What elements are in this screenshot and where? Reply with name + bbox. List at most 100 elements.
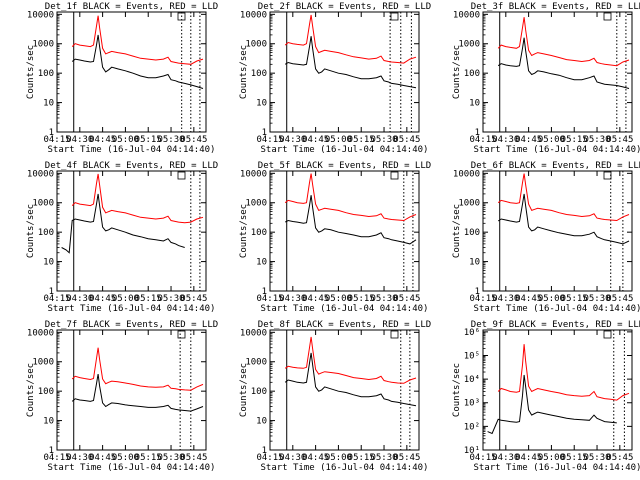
x-tick-label: 05:00 <box>112 453 139 463</box>
plot-frame <box>269 11 420 133</box>
x-tick-label: 05:00 <box>325 294 352 304</box>
marker-box <box>603 171 612 180</box>
marker-box <box>177 12 186 21</box>
panel-title: Det_4f BLACK = Events, RED = LLD <box>45 161 218 171</box>
y-tick-label: 10 <box>43 417 54 427</box>
y-tick-label: 100 <box>464 228 480 238</box>
marker-box <box>603 12 612 21</box>
x-tick-label: 04:45 <box>89 135 116 145</box>
series-events-line <box>284 352 417 407</box>
series-events-line <box>487 374 617 435</box>
y-tick-label: 10000 <box>240 169 267 179</box>
x-tick-label: 05:45 <box>393 294 420 304</box>
y-tick-label: 1000 <box>458 199 480 209</box>
x-tick-label: 04:45 <box>515 294 542 304</box>
panel-title: Det_1f BLACK = Events, RED = LLD <box>45 2 218 12</box>
series-events-line <box>71 374 204 412</box>
y-axis-label: Counts/sec <box>452 363 462 417</box>
y-tick-label: 1 <box>262 287 267 297</box>
y-tick-label: 100 <box>251 387 267 397</box>
panel-title: Det_7f BLACK = Events, RED = LLD <box>45 320 218 330</box>
x-tick-label: 04:15 <box>43 135 70 145</box>
x-tick-label: 04:15 <box>256 135 283 145</box>
x-tick-label: 04:30 <box>66 294 93 304</box>
panel-title: Det_3f BLACK = Events, RED = LLD <box>471 2 640 12</box>
y-tick-label: 10000 <box>27 10 54 20</box>
x-axis-label: Start Time (16-Jul-04 04:14:40) <box>48 145 216 155</box>
y-axis-label: Counts/sec <box>26 363 36 417</box>
y-tick-label: 1 <box>49 446 54 456</box>
x-tick-label: 05:45 <box>393 135 420 145</box>
panel-1: Det_1f BLACK = Events, RED = LLD 1 10 100 10… <box>26 2 218 155</box>
series-lld-line <box>71 347 204 391</box>
series-events-line <box>284 195 417 245</box>
y-axis-label: Counts/sec <box>239 204 249 258</box>
x-tick-label: 05:30 <box>370 453 397 463</box>
y-tick-label: 10000 <box>240 328 267 338</box>
x-tick-label: 05:30 <box>157 135 184 145</box>
marker-box <box>177 171 186 180</box>
x-axis-label: Start Time (16-Jul-04 04:14:40) <box>261 145 429 155</box>
x-tick-label: 04:45 <box>515 453 542 463</box>
x-tick-label: 04:45 <box>89 453 116 463</box>
series-events-line <box>497 193 630 245</box>
series-events-line <box>71 34 204 89</box>
x-tick-label: 05:45 <box>180 135 207 145</box>
y-tick-label: 10000 <box>240 10 267 20</box>
x-tick-label: 05:30 <box>157 294 184 304</box>
series-events-line <box>497 37 630 89</box>
y-tick-label: 10⁵ <box>464 351 480 361</box>
x-axis-label: Start Time (16-Jul-04 04:14:40) <box>48 463 216 473</box>
x-axis-label: Start Time (16-Jul-04 04:14:40) <box>474 304 640 314</box>
y-axis-label: Counts/sec <box>452 45 462 99</box>
x-tick-label: 04:30 <box>492 453 519 463</box>
y-tick-label: 10 <box>469 258 480 268</box>
x-tick-label: 04:45 <box>89 294 116 304</box>
x-axis-label: Start Time (16-Jul-04 04:14:40) <box>474 145 640 155</box>
y-tick-label: 10 <box>43 99 54 109</box>
x-tick-label: 04:30 <box>279 453 306 463</box>
x-tick-label: 04:15 <box>43 294 70 304</box>
x-tick-label: 04:15 <box>43 453 70 463</box>
panel-2: Det_2f BLACK = Events, RED = LLD 1 10 100 10… <box>239 2 431 155</box>
x-tick-label: 05:15 <box>135 453 162 463</box>
series-lld-line <box>497 173 630 222</box>
x-axis-label: Start Time (16-Jul-04 04:14:40) <box>261 463 429 473</box>
plot-frame <box>56 11 207 133</box>
x-tick-label: 05:30 <box>370 294 397 304</box>
panel-8: Det_8f BLACK = Events, RED = LLD 1 10 100 10… <box>239 320 431 473</box>
panel-9: Det_9f BLACK = Events, RED = LLD 10¹ 10² 10… <box>452 320 640 473</box>
series-lld-line <box>284 14 417 64</box>
y-tick-label: 1000 <box>458 40 480 50</box>
panel-4: Det_4f BLACK = Events, RED = LLD 1 10 100 10… <box>26 161 218 314</box>
y-tick-label: 100 <box>464 69 480 79</box>
x-tick-label: 04:15 <box>469 453 496 463</box>
y-tick-label: 10⁴ <box>464 375 480 385</box>
marker-box <box>390 330 399 339</box>
x-tick-label: 05:00 <box>538 135 565 145</box>
x-tick-label: 04:30 <box>279 294 306 304</box>
x-tick-label: 04:15 <box>469 135 496 145</box>
x-tick-label: 04:30 <box>279 135 306 145</box>
x-tick-label: 05:00 <box>325 453 352 463</box>
y-axis-label: Counts/sec <box>26 45 36 99</box>
panel-title: Det_6f BLACK = Events, RED = LLD <box>471 161 640 171</box>
series-lld-line <box>71 15 204 65</box>
y-tick-label: 1 <box>262 446 267 456</box>
y-tick-label: 1000 <box>32 199 54 209</box>
y-tick-label: 10 <box>256 99 267 109</box>
x-tick-label: 04:45 <box>302 294 329 304</box>
y-tick-label: 1 <box>49 287 54 297</box>
y-tick-label: 10³ <box>464 399 480 409</box>
marker-box <box>390 171 399 180</box>
y-tick-label: 1 <box>475 128 480 138</box>
panel-3: Det_3f BLACK = Events, RED = LLD 1 10 100 10… <box>452 2 640 155</box>
plot-frame <box>482 170 633 292</box>
series-events-line <box>61 193 185 254</box>
y-tick-label: 10 <box>256 258 267 268</box>
marker-box <box>390 12 399 21</box>
x-tick-label: 04:15 <box>256 453 283 463</box>
x-tick-label: 05:30 <box>370 135 397 145</box>
x-tick-label: 05:15 <box>561 294 588 304</box>
